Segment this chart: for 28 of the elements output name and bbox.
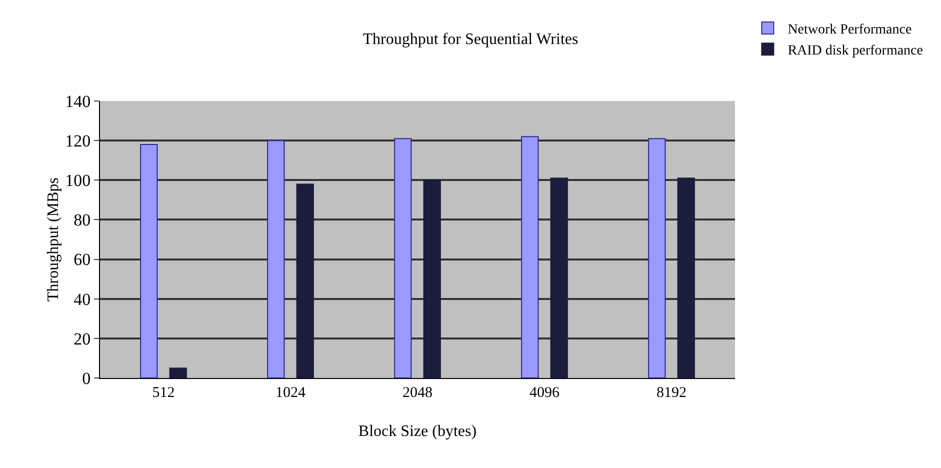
bar bbox=[394, 138, 412, 378]
y-tick-label: 20 bbox=[74, 329, 91, 348]
x-axis-title: Block Size (bytes) bbox=[358, 423, 477, 440]
bar bbox=[267, 140, 285, 378]
x-tick-label: 8192 bbox=[656, 385, 686, 401]
bar bbox=[677, 178, 695, 378]
y-tick-label: 40 bbox=[74, 290, 91, 309]
x-tick-label: 4096 bbox=[530, 385, 560, 401]
x-tick-label: 2048 bbox=[402, 385, 432, 401]
x-tick-label: 1024 bbox=[276, 385, 306, 401]
legend-label: Network Performance bbox=[788, 22, 912, 38]
bar bbox=[423, 180, 441, 378]
bar bbox=[521, 136, 539, 378]
y-tick-label: 120 bbox=[65, 132, 91, 151]
bar bbox=[296, 184, 314, 378]
bar bbox=[169, 368, 187, 378]
y-tick-label: 80 bbox=[74, 210, 91, 230]
y-tick-label: 100 bbox=[65, 171, 91, 190]
y-tick-label: 0 bbox=[82, 368, 91, 388]
x-tick-label: 512 bbox=[152, 385, 175, 401]
chart-title: Throughput for Sequential Writes bbox=[362, 30, 578, 48]
y-tick-label: 60 bbox=[74, 250, 91, 270]
bar bbox=[648, 138, 666, 378]
bar bbox=[550, 178, 568, 378]
y-tick-label: 140 bbox=[65, 92, 91, 111]
bar bbox=[140, 144, 158, 378]
y-axis-title: Throughput (MBps bbox=[45, 178, 62, 302]
legend-label: RAID disk performance bbox=[788, 44, 923, 59]
